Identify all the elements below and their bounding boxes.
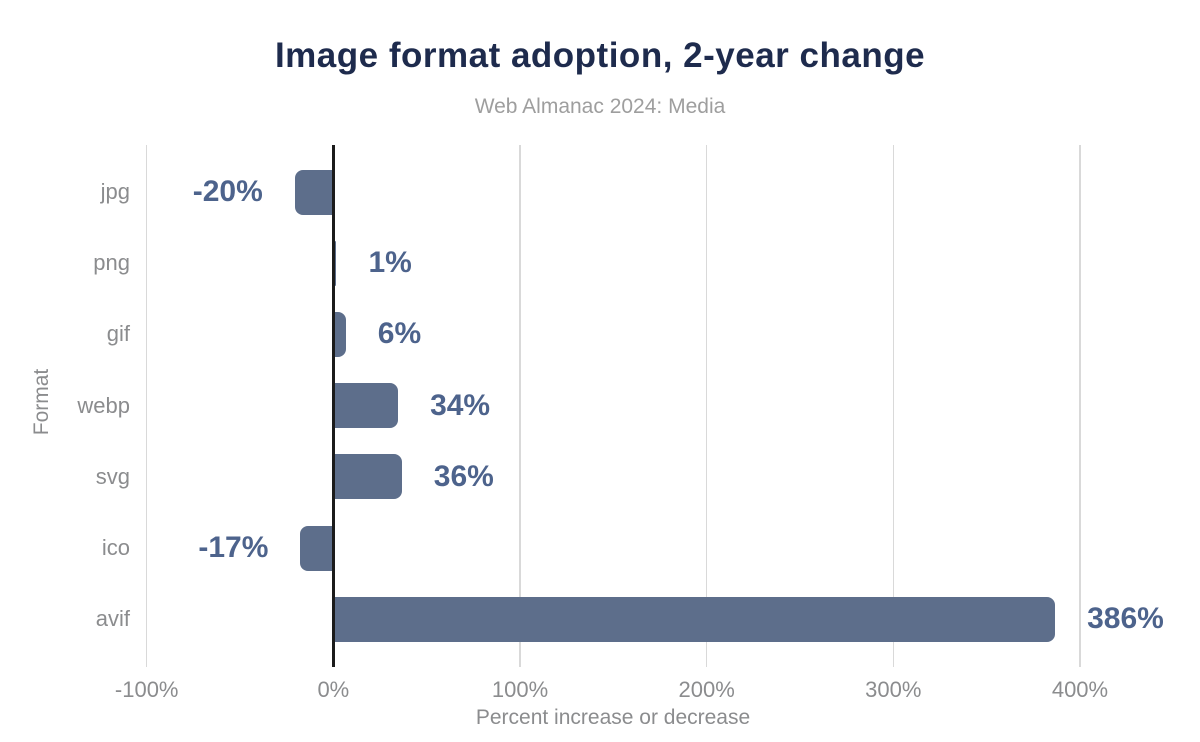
chart-title: Image format adoption, 2-year change (274, 36, 926, 75)
category-label: svg (95, 463, 130, 489)
category-label: gif (106, 321, 130, 347)
gridline (892, 145, 895, 667)
x-axis-title: Percent increase or decrease (475, 706, 751, 729)
bar (334, 311, 346, 357)
x-tick-label: -100% (114, 677, 179, 702)
gridline (519, 145, 521, 667)
gridline (1079, 145, 1081, 667)
chart-subtitle: Web Almanac 2024: Media (474, 95, 726, 118)
category-label: ico (101, 535, 130, 560)
bar (294, 169, 333, 215)
value-label: -17% (198, 531, 269, 564)
value-label: 1% (368, 246, 412, 280)
x-tick-label: 400% (1051, 677, 1109, 702)
category-label: avif (95, 606, 130, 632)
gridline (145, 145, 148, 667)
bar (300, 525, 333, 571)
value-label: -20% (192, 175, 263, 208)
value-label: 36% (433, 459, 494, 493)
bar (334, 596, 1056, 642)
zero-axis-line (332, 145, 335, 667)
x-tick-label: 0% (317, 677, 350, 702)
bar (334, 240, 337, 286)
value-label: 6% (377, 317, 422, 351)
x-tick-label: 200% (678, 677, 735, 702)
category-label: png (93, 250, 130, 276)
bar (334, 383, 399, 429)
category-label: webp (77, 392, 130, 418)
value-label: 34% (430, 388, 491, 422)
bar (334, 454, 402, 500)
x-tick-label: 300% (865, 677, 922, 702)
gridline (705, 145, 708, 667)
x-tick-label: 100% (491, 677, 549, 702)
category-label: jpg (100, 179, 130, 204)
value-label: 386% (1087, 602, 1164, 636)
